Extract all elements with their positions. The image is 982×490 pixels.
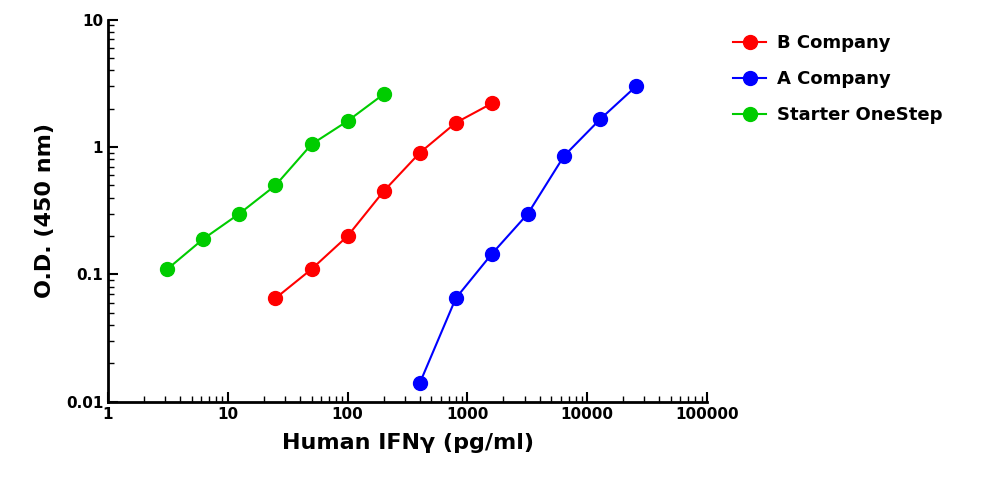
Line: A Company: A Company [412, 79, 643, 390]
B Company [450, 120, 462, 126]
Starter OneStep [270, 182, 282, 188]
A Company [594, 116, 606, 122]
Legend: B Company, A Company, Starter OneStep: B Company, A Company, Starter OneStep [728, 28, 948, 129]
B Company [342, 233, 354, 239]
A Company [413, 380, 425, 386]
Y-axis label: O.D. (450 nm): O.D. (450 nm) [34, 123, 55, 298]
Line: B Company: B Company [268, 97, 499, 305]
B Company [486, 100, 498, 106]
B Company [305, 266, 317, 272]
A Company [522, 211, 534, 217]
A Company [558, 153, 570, 159]
B Company [413, 150, 425, 156]
A Company [486, 251, 498, 257]
B Company [270, 295, 282, 301]
Line: Starter OneStep: Starter OneStep [160, 87, 391, 276]
A Company [630, 83, 642, 89]
Starter OneStep [234, 211, 246, 217]
Starter OneStep [378, 91, 390, 97]
X-axis label: Human IFNγ (pg/ml): Human IFNγ (pg/ml) [282, 433, 533, 453]
Starter OneStep [342, 118, 354, 124]
Starter OneStep [197, 236, 209, 242]
Starter OneStep [161, 266, 173, 272]
Starter OneStep [305, 141, 317, 147]
A Company [450, 295, 462, 301]
B Company [378, 188, 390, 194]
